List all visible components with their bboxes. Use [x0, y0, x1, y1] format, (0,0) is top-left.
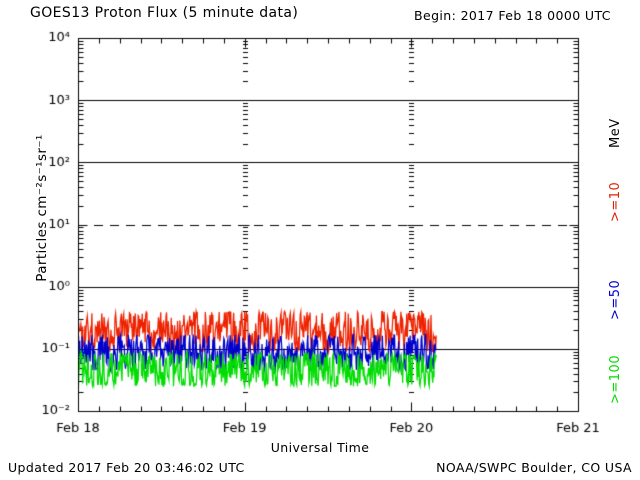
- page-title: GOES13 Proton Flux (5 minute data): [30, 5, 299, 21]
- y-axis-label: Particles cm⁻²s⁻¹sr⁻¹: [34, 134, 50, 282]
- legend-item-p10: >=10: [608, 181, 623, 222]
- legend-item-p50: >=50: [608, 279, 623, 320]
- legend-item-p100: >=100: [608, 354, 623, 404]
- updated-timestamp: Updated 2017 Feb 20 03:46:02 UTC: [8, 460, 245, 475]
- source-credit: NOAA/SWPC Boulder, CO USA: [436, 460, 632, 475]
- x-axis-label: Universal Time: [270, 440, 370, 455]
- legend-units-label: MeV: [608, 118, 623, 148]
- begin-time-label: Begin: 2017 Feb 18 0000 UTC: [414, 8, 611, 23]
